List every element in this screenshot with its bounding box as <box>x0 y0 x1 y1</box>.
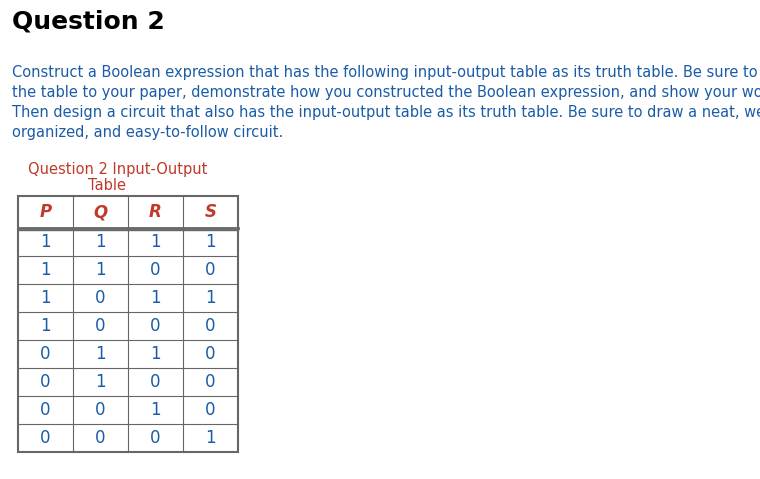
Text: Construct a Boolean expression that has the following input-output table as its : Construct a Boolean expression that has … <box>12 65 760 80</box>
Text: 0: 0 <box>150 317 161 335</box>
Text: Q: Q <box>93 203 108 221</box>
Text: 1: 1 <box>95 345 106 363</box>
Text: 1: 1 <box>40 261 51 279</box>
Text: 0: 0 <box>150 429 161 447</box>
Text: 0: 0 <box>150 261 161 279</box>
Text: P: P <box>40 203 52 221</box>
Text: R: R <box>149 203 162 221</box>
Text: 1: 1 <box>205 233 216 251</box>
Text: 0: 0 <box>95 289 106 307</box>
Text: 0: 0 <box>95 429 106 447</box>
Text: Question 2 Input-Output: Question 2 Input-Output <box>28 162 207 177</box>
Text: 0: 0 <box>205 373 216 391</box>
Text: 0: 0 <box>40 429 51 447</box>
Text: 0: 0 <box>205 401 216 419</box>
Text: 1: 1 <box>40 317 51 335</box>
Text: 1: 1 <box>150 289 161 307</box>
Text: 1: 1 <box>205 289 216 307</box>
Text: 0: 0 <box>40 401 51 419</box>
Text: 0: 0 <box>95 317 106 335</box>
Text: 0: 0 <box>205 345 216 363</box>
Text: 0: 0 <box>205 317 216 335</box>
Text: 1: 1 <box>150 233 161 251</box>
Text: Question 2: Question 2 <box>12 10 165 34</box>
Text: 1: 1 <box>95 233 106 251</box>
Text: 0: 0 <box>40 373 51 391</box>
Text: S: S <box>204 203 217 221</box>
Text: 0: 0 <box>95 401 106 419</box>
Text: 0: 0 <box>150 373 161 391</box>
Text: 0: 0 <box>205 261 216 279</box>
Text: Table: Table <box>88 178 126 193</box>
Text: 1: 1 <box>150 401 161 419</box>
Text: organized, and easy-to-follow circuit.: organized, and easy-to-follow circuit. <box>12 125 283 140</box>
Bar <box>18 196 238 452</box>
Text: 1: 1 <box>95 373 106 391</box>
Text: 1: 1 <box>205 429 216 447</box>
Text: 1: 1 <box>150 345 161 363</box>
Text: 1: 1 <box>95 261 106 279</box>
Text: Then design a circuit that also has the input-output table as its truth table. B: Then design a circuit that also has the … <box>12 105 760 120</box>
Text: 1: 1 <box>40 289 51 307</box>
Text: 0: 0 <box>40 345 51 363</box>
Text: the table to your paper, demonstrate how you constructed the Boolean expression,: the table to your paper, demonstrate how… <box>12 85 760 100</box>
Text: 1: 1 <box>40 233 51 251</box>
